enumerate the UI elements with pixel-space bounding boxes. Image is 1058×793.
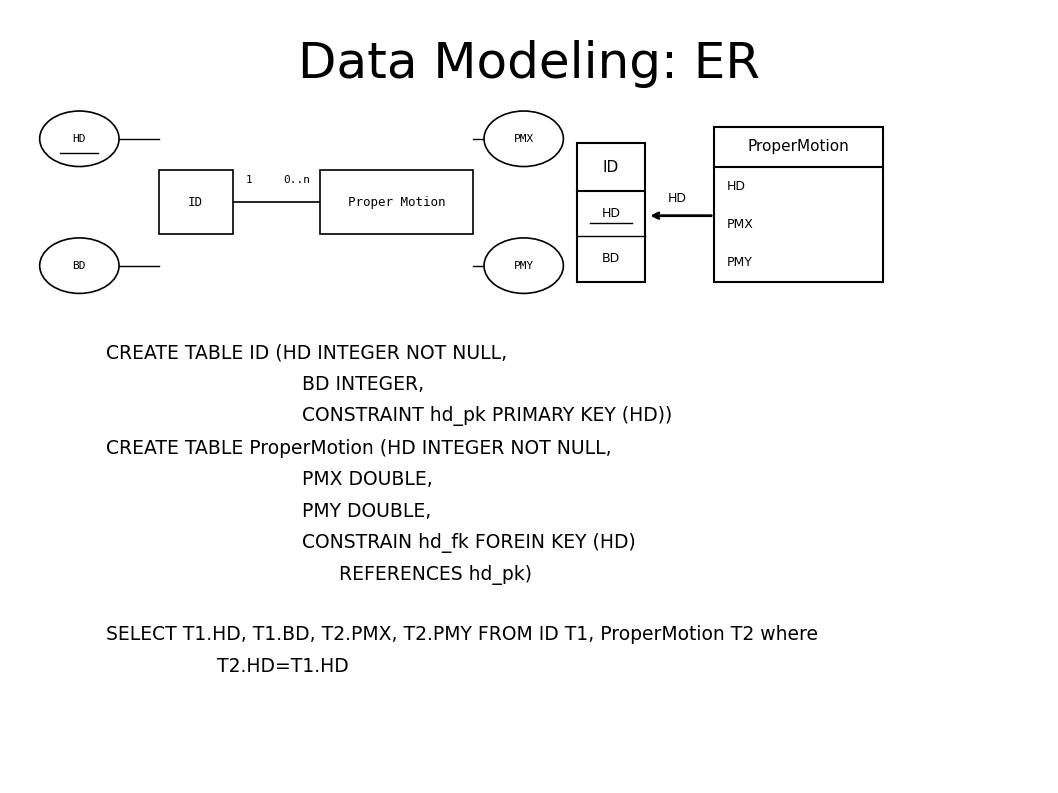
Text: HD: HD: [602, 207, 620, 220]
Text: ProperMotion: ProperMotion: [748, 140, 850, 155]
Text: T2.HD=T1.HD: T2.HD=T1.HD: [217, 657, 349, 676]
Ellipse shape: [485, 238, 563, 293]
Text: HD: HD: [727, 180, 746, 193]
FancyBboxPatch shape: [714, 127, 883, 282]
Ellipse shape: [485, 111, 563, 167]
Ellipse shape: [40, 111, 118, 167]
Text: BD: BD: [602, 252, 620, 266]
Text: SELECT T1.HD, T1.BD, T2.PMX, T2.PMY FROM ID T1, ProperMotion T2 where: SELECT T1.HD, T1.BD, T2.PMX, T2.PMY FROM…: [106, 625, 818, 644]
Text: HD: HD: [73, 134, 86, 144]
Text: CREATE TABLE ID (HD INTEGER NOT NULL,: CREATE TABLE ID (HD INTEGER NOT NULL,: [106, 343, 507, 362]
Text: CONSTRAIN hd_fk FOREIN KEY (HD): CONSTRAIN hd_fk FOREIN KEY (HD): [302, 533, 635, 554]
Text: PMY DOUBLE,: PMY DOUBLE,: [302, 502, 431, 521]
Text: PMX DOUBLE,: PMX DOUBLE,: [302, 470, 433, 489]
Text: Data Modeling: ER: Data Modeling: ER: [298, 40, 760, 88]
Text: PMY: PMY: [727, 256, 752, 269]
Text: PMX: PMX: [727, 218, 753, 231]
Text: 0..n: 0..n: [284, 174, 310, 185]
Text: HD: HD: [668, 192, 687, 205]
Ellipse shape: [40, 238, 118, 293]
Text: REFERENCES hd_pk): REFERENCES hd_pk): [339, 565, 531, 585]
Text: ID: ID: [603, 159, 619, 174]
FancyBboxPatch shape: [577, 143, 645, 282]
FancyBboxPatch shape: [321, 170, 474, 234]
Text: CREATE TABLE ProperMotion (HD INTEGER NOT NULL,: CREATE TABLE ProperMotion (HD INTEGER NO…: [106, 439, 612, 458]
Text: CONSTRAINT hd_pk PRIMARY KEY (HD)): CONSTRAINT hd_pk PRIMARY KEY (HD)): [302, 406, 672, 427]
Text: BD INTEGER,: BD INTEGER,: [302, 375, 423, 394]
FancyBboxPatch shape: [159, 170, 233, 234]
Text: ID: ID: [188, 196, 203, 209]
Text: Proper Motion: Proper Motion: [348, 196, 445, 209]
Text: PMY: PMY: [513, 261, 534, 270]
Text: PMX: PMX: [513, 134, 534, 144]
Text: BD: BD: [73, 261, 86, 270]
Text: 1: 1: [245, 174, 252, 185]
